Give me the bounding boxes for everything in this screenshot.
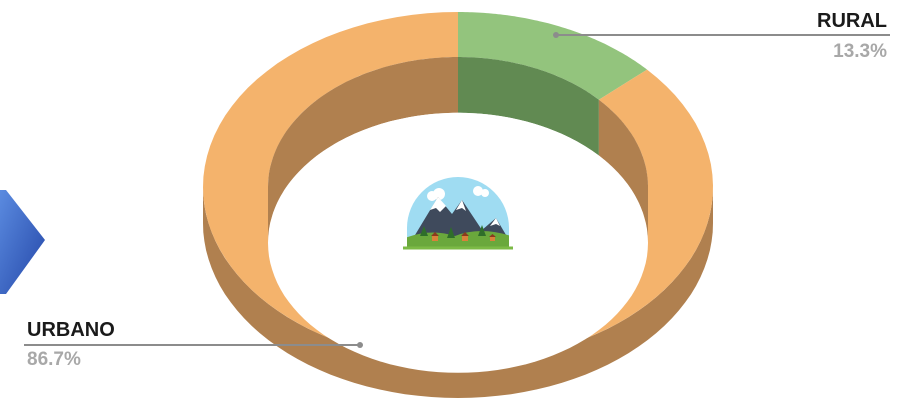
inner-wall-urbano-0 xyxy=(598,99,648,243)
slice-rural xyxy=(458,12,648,100)
label-rural-group: RURAL 13.3% xyxy=(553,10,890,62)
label-urbano-group: URBANO 86.7% xyxy=(24,319,363,370)
inner-wall-urbano-1 xyxy=(268,57,458,243)
label-urbano-value: 86.7% xyxy=(27,349,81,370)
label-urbano-name: URBANO xyxy=(27,319,115,341)
label-rural-name: RURAL xyxy=(817,10,887,32)
decor-arrow-shape xyxy=(0,190,45,294)
inner-wall-rural-0 xyxy=(458,57,599,156)
label-rural-value: 13.3% xyxy=(833,41,887,62)
